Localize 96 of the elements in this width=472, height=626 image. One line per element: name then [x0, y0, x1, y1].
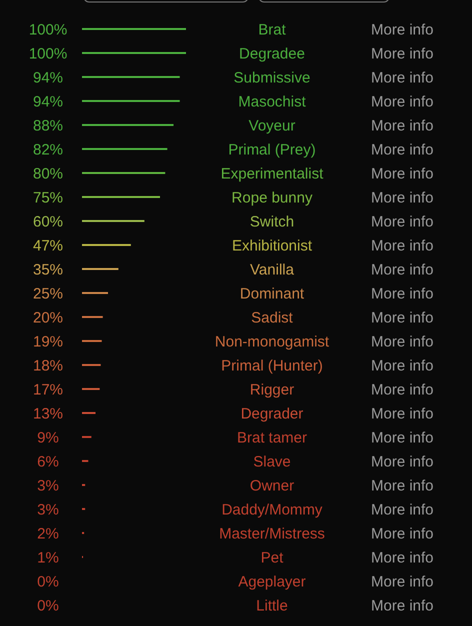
y-tick-label: Ageplayer: [238, 573, 306, 590]
y-tick-label: Rigger: [250, 381, 294, 398]
text: More info: [371, 189, 434, 206]
text: More info: [371, 237, 434, 254]
y-tick-label: Daddy/Mommy: [222, 501, 323, 518]
bar: [82, 220, 144, 222]
bar: [82, 196, 160, 198]
bar: [82, 340, 102, 342]
data-label: 17%: [32, 381, 64, 398]
text: More info: [371, 165, 434, 182]
bar: [82, 124, 174, 126]
text: More info: [371, 597, 434, 614]
y-tick-label: Slave: [253, 453, 291, 470]
data-label: 1%: [37, 549, 59, 566]
data-label: 20%: [32, 309, 64, 326]
y-tick-label: Primal (Hunter): [221, 357, 323, 374]
text: More info: [371, 117, 434, 134]
data-label: 60%: [32, 213, 64, 230]
y-tick-label: Experimentalist: [220, 165, 324, 182]
y-tick-label: Brat tamer: [236, 429, 308, 446]
data-label: 100%: [28, 45, 68, 62]
bar: [82, 364, 101, 366]
data-label: 13%: [32, 405, 64, 422]
bar: [82, 412, 96, 414]
text: More info: [371, 381, 434, 398]
data-label: 35%: [32, 261, 64, 278]
text: More info: [371, 453, 434, 470]
y-tick-label: Master/Mistress: [219, 525, 325, 542]
y-tick-label: Submissive: [234, 69, 310, 86]
y-tick-label: Little: [256, 597, 288, 614]
text: More info: [371, 285, 434, 302]
data-label: 6%: [37, 453, 59, 470]
bar: [82, 148, 168, 150]
y-tick-label: Sadist: [251, 309, 294, 326]
text: More info: [371, 93, 434, 110]
y-tick-label: Vanilla: [250, 261, 295, 278]
data-label: 3%: [37, 477, 59, 494]
data-label: 75%: [32, 189, 64, 206]
y-tick-label: Brat: [258, 21, 287, 38]
text: More info: [371, 501, 434, 518]
data-label: 25%: [32, 285, 64, 302]
y-tick-label: Masochist: [238, 93, 307, 110]
bar: [82, 76, 180, 78]
y-tick-label: Voyeur: [248, 117, 296, 134]
text: More info: [371, 309, 434, 326]
y-tick-label: Owner: [250, 477, 294, 494]
data-label: 80%: [32, 165, 64, 182]
text: More info: [371, 357, 434, 374]
y-tick-label: Switch: [250, 213, 294, 230]
text: More info: [371, 405, 434, 422]
bar: [82, 268, 118, 270]
text: More info: [371, 45, 434, 62]
bar: [82, 316, 103, 318]
bar: [82, 172, 166, 174]
data-label: 94%: [32, 93, 64, 110]
y-tick-label: Degradee: [239, 45, 305, 62]
data-label: 0%: [37, 597, 59, 614]
bar: [82, 292, 108, 294]
y-tick-label: Exhibitionist: [232, 237, 313, 254]
text: More info: [371, 525, 434, 542]
text: More info: [371, 69, 434, 86]
y-tick-label: Pet: [260, 549, 284, 566]
bar: [82, 100, 180, 102]
text: More info: [371, 573, 434, 590]
y-tick-label: Non-monogamist: [214, 333, 330, 350]
bar: [82, 388, 100, 390]
bar: [82, 244, 131, 246]
bar: [82, 508, 86, 510]
data-label: 82%: [32, 141, 64, 158]
y-tick-label: Primal (Prey): [228, 141, 316, 158]
data-label: 9%: [37, 429, 59, 446]
text: More info: [371, 429, 434, 446]
data-label: 88%: [32, 117, 64, 134]
text: More info: [371, 21, 434, 38]
bar: [82, 52, 186, 54]
bar: [82, 460, 88, 462]
data-label: 2%: [37, 525, 59, 542]
text: More info: [371, 261, 434, 278]
text: More info: [371, 549, 434, 566]
data-label: 19%: [32, 333, 64, 350]
text: More info: [371, 213, 434, 230]
data-label: 94%: [32, 69, 64, 86]
text: More info: [371, 141, 434, 158]
bar: [82, 484, 86, 486]
data-label: 100%: [28, 21, 68, 38]
y-tick-label: Dominant: [240, 285, 305, 302]
bar: [82, 436, 92, 438]
data-label: 3%: [37, 501, 59, 518]
bar: [82, 28, 186, 30]
y-tick-label: Rope bunny: [232, 189, 313, 206]
data-label: 18%: [32, 357, 64, 374]
text: More info: [371, 333, 434, 350]
text: More info: [371, 477, 434, 494]
y-tick-label: Degrader: [240, 405, 304, 422]
data-label: 0%: [37, 573, 59, 590]
data-label: 47%: [32, 237, 64, 254]
